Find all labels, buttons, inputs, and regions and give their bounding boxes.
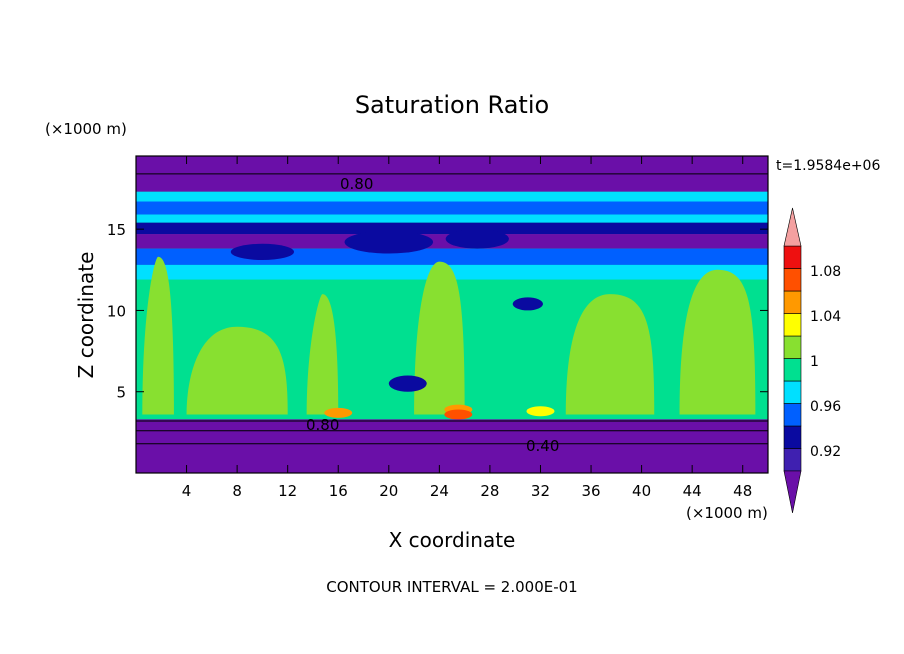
x-axis: 4 8 12 16 20 24 28 32 36 40 44 48 <box>182 156 752 500</box>
colorbar-swatch <box>783 403 802 427</box>
cloud-plume <box>306 294 339 415</box>
contour-label-mid: 0.80 <box>306 416 339 434</box>
supersaturation-patch <box>324 407 353 418</box>
x-tick-label: 8 <box>232 482 242 500</box>
colorbar-swatch <box>783 448 802 472</box>
colorbar-bottom-arrow <box>783 470 802 514</box>
colorbar-tick-label: 1.08 <box>810 264 841 280</box>
y-tick-label: 15 <box>107 221 126 239</box>
dry-pocket <box>230 243 294 261</box>
colorbar-swatch <box>783 380 802 404</box>
x-tick-label: 20 <box>379 482 398 500</box>
dry-pocket <box>512 297 544 311</box>
contour-label-low: 0.40 <box>526 437 559 455</box>
colorbar-tick-label: 0.92 <box>810 444 841 460</box>
colorbar: 1.08 1.04 1 0.96 0.92 <box>783 207 841 514</box>
x-tick-label: 24 <box>430 482 449 500</box>
colorbar-swatch <box>783 290 802 314</box>
x-axis-title: X coordinate <box>389 528 516 552</box>
supersaturation-patch <box>444 409 473 420</box>
time-label: t=1.9584e+06 <box>776 158 880 174</box>
x-tick-label: 48 <box>733 482 752 500</box>
field-band <box>136 214 768 223</box>
plot-area <box>136 156 768 473</box>
contour-label-top: 0.80 <box>340 175 373 193</box>
colorbar-swatch <box>783 335 802 359</box>
cloud-plume <box>414 261 465 415</box>
y-unit-label: (×1000 m) <box>45 120 127 138</box>
dry-pocket <box>388 375 427 392</box>
y-axis-title: Z coordinate <box>74 252 98 379</box>
plot-frame <box>135 155 769 474</box>
supersaturation-patch <box>526 406 555 417</box>
x-tick-label: 44 <box>683 482 702 500</box>
colorbar-swatch <box>783 358 802 382</box>
x-tick-label: 28 <box>480 482 499 500</box>
cloud-plume <box>186 326 288 415</box>
y-tick-label: 5 <box>116 384 126 402</box>
x-tick-label: 12 <box>278 482 297 500</box>
x-tick-label: 40 <box>632 482 651 500</box>
cloud-plume <box>565 294 655 415</box>
dry-pocket <box>445 229 509 249</box>
cloud-plume <box>679 269 756 415</box>
colorbar-tick-label: 1 <box>810 354 819 370</box>
y-axis: 5 10 15 <box>107 221 768 402</box>
colorbar-top-arrow <box>783 207 802 247</box>
cloud-plume <box>142 256 174 415</box>
contour-interval-note: CONTOUR INTERVAL = 2.000E-01 <box>326 578 577 596</box>
field-band <box>136 222 768 235</box>
colorbar-tick-label: 1.04 <box>810 309 841 325</box>
colorbar-swatch <box>783 313 802 337</box>
x-tick-label: 4 <box>182 482 192 500</box>
x-unit-label: (×1000 m) <box>686 504 768 522</box>
field-band <box>136 248 768 265</box>
x-tick-label: 16 <box>329 482 348 500</box>
lower-dry-layer <box>136 419 768 473</box>
chart-title: Saturation Ratio <box>355 91 549 119</box>
x-tick-label: 36 <box>581 482 600 500</box>
dry-pocket <box>344 230 434 254</box>
field-band <box>136 201 768 215</box>
colorbar-swatch <box>783 268 802 292</box>
colorbar-swatch <box>783 425 802 449</box>
colorbar-tick-label: 0.96 <box>810 399 841 415</box>
y-tick-label: 10 <box>107 302 126 320</box>
x-tick-label: 32 <box>531 482 550 500</box>
colorbar-swatch <box>783 245 802 269</box>
field-band <box>136 191 768 202</box>
